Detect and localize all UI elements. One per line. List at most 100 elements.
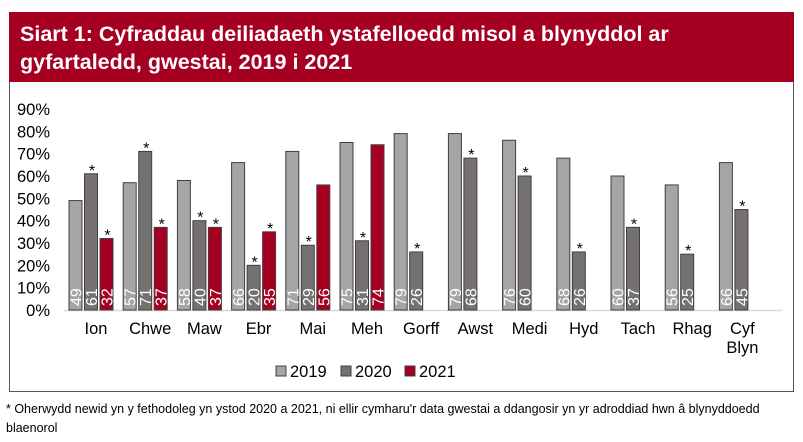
bar-2020 bbox=[246, 264, 261, 311]
bar-2019 bbox=[68, 200, 83, 311]
data-label: 76 bbox=[502, 288, 519, 306]
bar-2019 bbox=[556, 157, 571, 311]
data-label: 79 bbox=[448, 288, 465, 306]
data-label: 29 bbox=[301, 288, 318, 306]
asterisk-marker: * bbox=[104, 228, 110, 245]
x-tick-label: Mai bbox=[300, 320, 327, 338]
data-label: 45 bbox=[734, 288, 751, 306]
bar-2021 bbox=[262, 231, 277, 311]
y-tick-label: 90% bbox=[17, 101, 50, 119]
bar-2021 bbox=[207, 226, 222, 311]
bar-2021 bbox=[153, 226, 168, 311]
x-tick-label: Awst bbox=[458, 320, 494, 338]
y-tick-label: 50% bbox=[17, 190, 50, 208]
data-label: 71 bbox=[285, 288, 302, 306]
x-tick-label: Ebr bbox=[246, 320, 272, 338]
x-tick-label: Cyf bbox=[730, 320, 755, 338]
bar-2020 bbox=[138, 150, 153, 311]
asterisk-marker: * bbox=[143, 140, 149, 157]
data-label: 56 bbox=[316, 288, 333, 306]
asterisk-marker: * bbox=[251, 254, 257, 271]
y-tick-label: 20% bbox=[17, 257, 50, 275]
x-tick-label: Blyn bbox=[726, 339, 758, 357]
data-label: 26 bbox=[572, 288, 589, 306]
asterisk-marker: * bbox=[306, 234, 312, 251]
legend-label: 2019 bbox=[290, 363, 327, 381]
x-tick-label: Hyd bbox=[569, 320, 598, 338]
data-label: 60 bbox=[611, 288, 628, 306]
y-tick-label: 60% bbox=[17, 168, 50, 186]
data-label: 37 bbox=[626, 288, 643, 306]
x-tick-label: Chwe bbox=[129, 320, 171, 338]
bar-2020 bbox=[300, 244, 315, 311]
bar-2019 bbox=[393, 133, 408, 311]
y-tick-label: 30% bbox=[17, 235, 50, 253]
bar-2019 bbox=[610, 175, 625, 311]
legend-swatch-2020 bbox=[340, 365, 352, 377]
data-label: 66 bbox=[719, 288, 736, 306]
chart-title: Siart 1: Cyfraddau deiliadaeth ystafello… bbox=[9, 12, 794, 82]
data-label: 66 bbox=[231, 288, 248, 306]
x-tick-label: Meh bbox=[351, 320, 383, 338]
asterisk-marker: * bbox=[89, 163, 95, 180]
x-tick-label: Maw bbox=[187, 320, 222, 338]
y-tick-label: 80% bbox=[17, 123, 50, 141]
asterisk-marker: * bbox=[267, 221, 273, 238]
data-label: 49 bbox=[69, 288, 86, 306]
data-label: 20 bbox=[247, 288, 264, 306]
data-label: 25 bbox=[680, 288, 697, 306]
bar-2019 bbox=[502, 139, 517, 311]
bar-2020 bbox=[517, 175, 532, 311]
data-label: 68 bbox=[463, 288, 480, 306]
bar-2020 bbox=[463, 157, 478, 311]
data-label: 74 bbox=[371, 288, 388, 306]
legend-swatch-2019 bbox=[275, 365, 287, 377]
asterisk-marker: * bbox=[522, 165, 528, 182]
data-label: 37 bbox=[154, 288, 171, 306]
data-label: 58 bbox=[177, 288, 194, 306]
bar-2021 bbox=[370, 144, 385, 311]
data-label: 57 bbox=[123, 288, 140, 306]
bar-2019 bbox=[176, 179, 191, 311]
asterisk-marker: * bbox=[414, 241, 420, 258]
bar-2020 bbox=[680, 253, 695, 311]
data-label: 79 bbox=[394, 288, 411, 306]
asterisk-marker: * bbox=[468, 147, 474, 164]
x-tick-label: Gorff bbox=[403, 320, 440, 338]
data-label: 75 bbox=[340, 288, 357, 306]
y-tick-label: 0% bbox=[26, 302, 50, 320]
asterisk-marker: * bbox=[197, 210, 203, 227]
asterisk-marker: * bbox=[213, 216, 219, 233]
data-label: 32 bbox=[100, 288, 117, 306]
y-tick-label: 10% bbox=[17, 280, 50, 298]
asterisk-marker: * bbox=[685, 243, 691, 260]
bar-2020 bbox=[626, 226, 640, 311]
y-tick-label: 40% bbox=[17, 213, 50, 231]
bar-2019 bbox=[231, 162, 246, 311]
data-label: 40 bbox=[192, 288, 209, 306]
bar-2019 bbox=[285, 150, 300, 311]
data-label: 71 bbox=[138, 288, 155, 306]
legend-label: 2020 bbox=[355, 363, 392, 381]
bar-2019 bbox=[664, 184, 679, 311]
data-label: 68 bbox=[556, 288, 573, 306]
asterisk-marker: * bbox=[159, 216, 165, 233]
data-label: 60 bbox=[518, 288, 535, 306]
bar-2020 bbox=[409, 251, 424, 311]
data-label: 61 bbox=[84, 288, 101, 306]
asterisk-marker: * bbox=[631, 216, 637, 233]
bar-2020 bbox=[571, 251, 586, 311]
bar-2019 bbox=[718, 162, 733, 311]
bar-2019 bbox=[447, 133, 462, 311]
x-tick-label: Rhag bbox=[672, 320, 711, 338]
legend-label: 2021 bbox=[419, 363, 456, 381]
x-tick-label: Ion bbox=[85, 320, 108, 338]
bar-2020 bbox=[734, 209, 749, 311]
asterisk-marker: * bbox=[739, 199, 745, 216]
data-label: 56 bbox=[665, 288, 682, 306]
data-label: 26 bbox=[409, 288, 426, 306]
bar-2019 bbox=[339, 142, 354, 311]
bar-2021 bbox=[316, 184, 331, 311]
data-label: 37 bbox=[208, 288, 225, 306]
